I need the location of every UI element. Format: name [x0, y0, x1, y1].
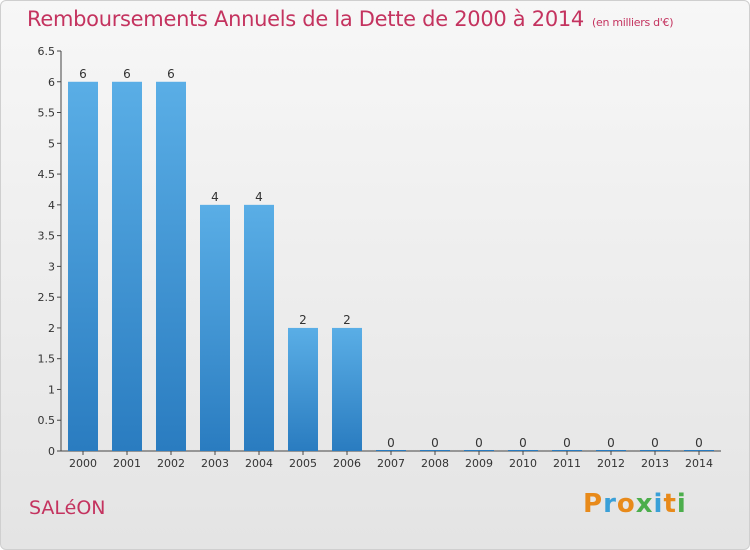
x-tick-label-2008: 2008 [421, 457, 449, 470]
bar-2004 [244, 204, 274, 451]
data-label-2005: 2 [299, 313, 307, 327]
bar-2003 [200, 204, 230, 451]
data-label-2011: 0 [563, 436, 571, 450]
y-tick-label: 1 [48, 383, 55, 396]
data-label-2013: 0 [651, 436, 659, 450]
data-label-2007: 0 [387, 436, 395, 450]
data-label-2009: 0 [475, 436, 483, 450]
y-tick-label: 6.5 [38, 45, 56, 58]
data-label-2004: 4 [255, 190, 263, 204]
y-tick-label: 0 [48, 445, 55, 458]
place-name: SALéON [29, 497, 106, 519]
y-tick-label: 0.5 [38, 414, 56, 427]
data-label-2003: 4 [211, 190, 219, 204]
y-tick-label: 5 [48, 137, 55, 150]
y-tick-label: 3 [48, 260, 55, 273]
data-label-2014: 0 [695, 436, 703, 450]
y-tick-label: 6 [48, 76, 55, 89]
x-tick-label-2003: 2003 [201, 457, 229, 470]
data-label-2008: 0 [431, 436, 439, 450]
x-tick-label-2004: 2004 [245, 457, 273, 470]
bar-2005 [288, 327, 318, 451]
y-tick-label: 2.5 [38, 291, 56, 304]
data-label-2006: 2 [343, 313, 351, 327]
chart-title: Remboursements Annuels de la Dette de 20… [27, 7, 673, 31]
x-tick-label-2007: 2007 [377, 457, 405, 470]
data-label-2002: 6 [167, 67, 175, 81]
bar-2006 [332, 327, 362, 451]
y-tick-label: 4.5 [38, 168, 56, 181]
chart-bars: 6 6 6 4 4 2 2 0 0 0 0 0 0 0 0 [68, 67, 714, 452]
data-label-2010: 0 [519, 436, 527, 450]
x-tick-label-2005: 2005 [289, 457, 317, 470]
y-tick-label: 2 [48, 322, 55, 335]
bar-2000 [68, 81, 98, 452]
y-tick-label: 3.5 [38, 230, 56, 243]
chart-subtitle: (en milliers d'€) [592, 16, 674, 29]
x-tick-label-2014: 2014 [685, 457, 713, 470]
y-tick-label: 5.5 [38, 107, 56, 120]
data-label-2000: 6 [79, 67, 87, 81]
x-tick-label-2009: 2009 [465, 457, 493, 470]
x-tick-label-2006: 2006 [333, 457, 361, 470]
x-tick-label-2001: 2001 [113, 457, 141, 470]
x-tick-label-2012: 2012 [597, 457, 625, 470]
bar-2001 [112, 81, 142, 452]
x-tick-label-2011: 2011 [553, 457, 581, 470]
data-label-2012: 0 [607, 436, 615, 450]
proxiti-logo: Proxiti [583, 489, 687, 519]
x-tick-label-2002: 2002 [157, 457, 185, 470]
x-tick-label-2013: 2013 [641, 457, 669, 470]
y-tick-label: 4 [48, 199, 55, 212]
x-tick-label-2010: 2010 [509, 457, 537, 470]
chart-title-text: Remboursements Annuels de la Dette de 20… [27, 7, 584, 31]
y-tick-label: 1.5 [38, 353, 56, 366]
x-tick-label-2000: 2000 [69, 457, 97, 470]
data-label-2001: 6 [123, 67, 131, 81]
bar-2002 [156, 81, 186, 452]
